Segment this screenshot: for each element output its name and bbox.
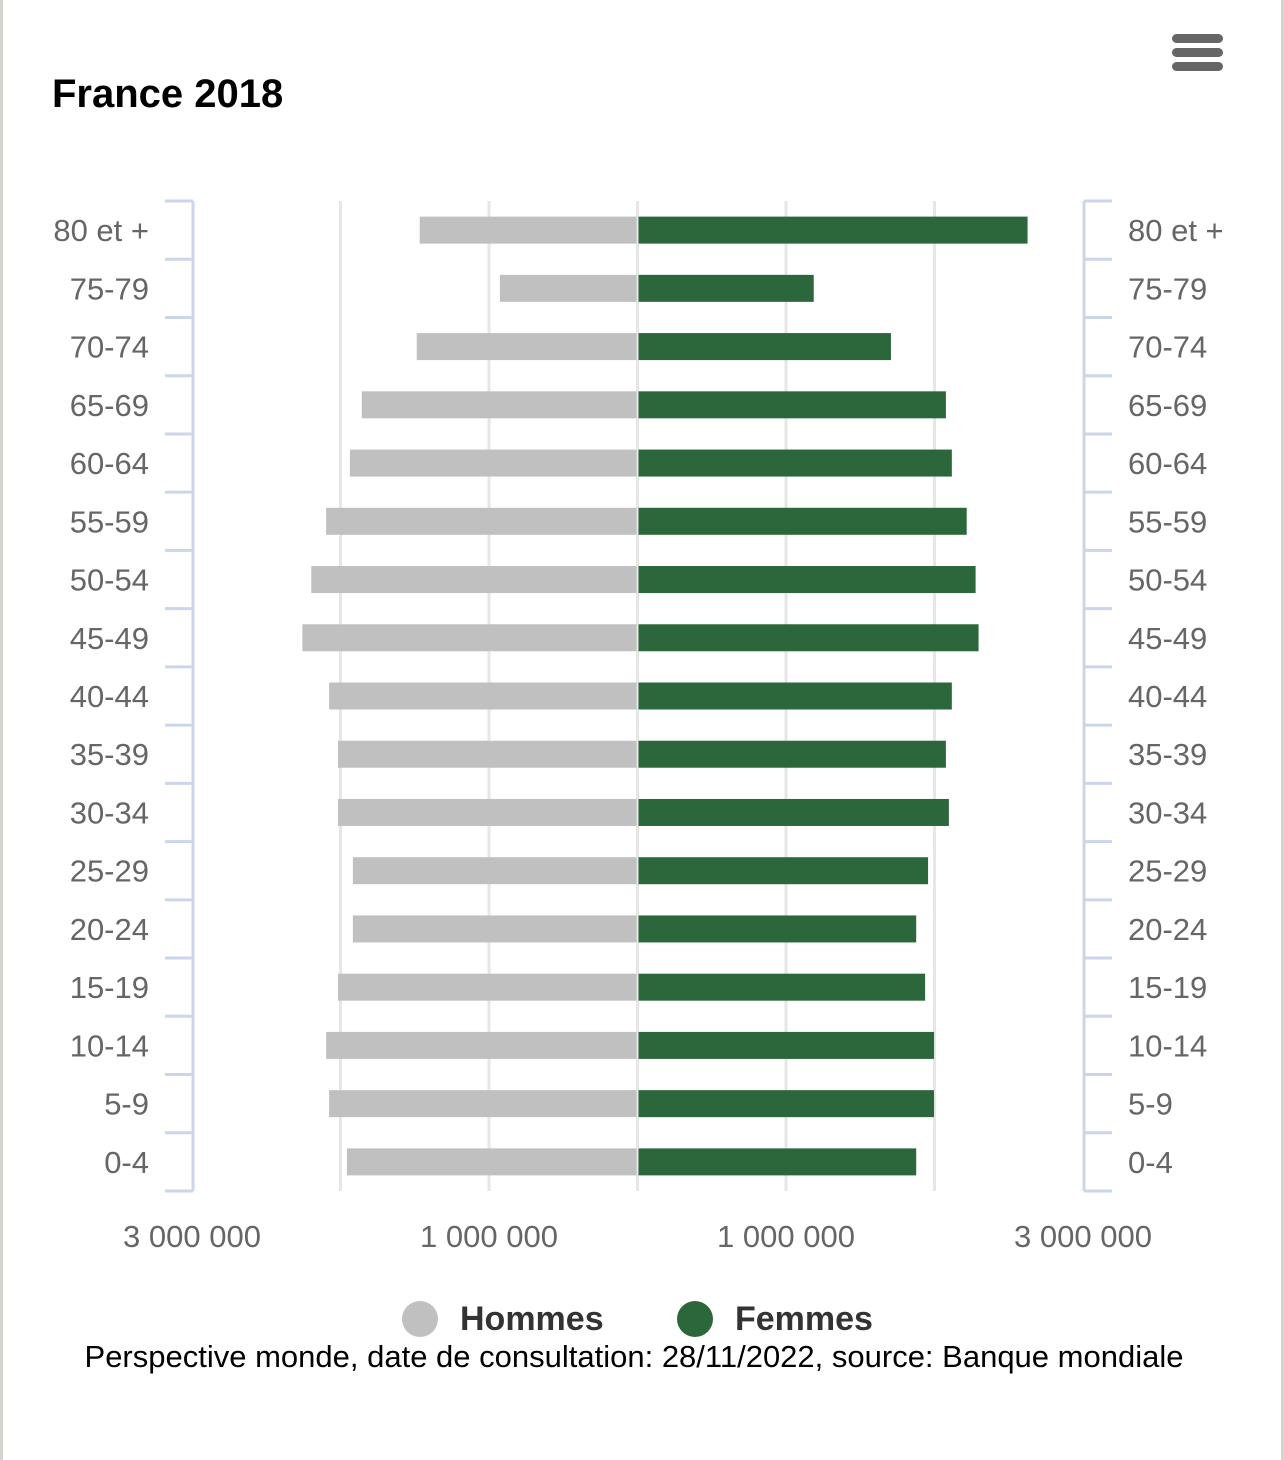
- bar-femmes-5-9: [638, 1090, 935, 1118]
- category-label-left: 35-39: [70, 737, 149, 772]
- bar-femmes-75-79: [638, 274, 814, 302]
- category-label-left: 10-14: [70, 1028, 149, 1063]
- category-label-left: 45-49: [70, 621, 149, 656]
- category-label-right: 10-14: [1128, 1028, 1207, 1063]
- category-label-right: 70-74: [1128, 330, 1207, 365]
- category-label-left: 30-34: [70, 795, 149, 830]
- x-tick-label: 1 000 000: [717, 1219, 855, 1254]
- legend-item-hommes[interactable]: Hommes: [402, 1296, 604, 1342]
- category-label-left: 15-19: [70, 970, 149, 1005]
- bar-hommes-5-9: [329, 1090, 637, 1118]
- legend-label-hommes: Hommes: [460, 1299, 604, 1338]
- category-label-left: 55-59: [70, 504, 149, 539]
- axes: [165, 199, 1112, 1193]
- bars: [302, 216, 1028, 1176]
- axis-labels: 80 et + 80 et + 75-79 75-79 70-74 70-74 65-69 6…: [53, 213, 1223, 1254]
- bar-hommes-80-et-: [419, 216, 637, 244]
- bar-femmes-55-59: [638, 507, 967, 535]
- category-label-right: 65-69: [1128, 388, 1207, 423]
- chart-menu-button[interactable]: [1168, 28, 1228, 78]
- hamburger-menu-icon-bar: [1172, 62, 1223, 71]
- bar-hommes-50-54: [311, 566, 637, 594]
- legend: Hommes Femmes: [0, 1296, 1284, 1342]
- bar-hommes-70-74: [416, 333, 637, 361]
- bar-hommes-75-79: [499, 274, 637, 302]
- bar-femmes-10-14: [638, 1031, 935, 1059]
- legend-marker-hommes: [402, 1301, 438, 1337]
- bar-femmes-65-69: [638, 391, 946, 419]
- frame-border-left: [0, 0, 3, 1460]
- category-label-left: 75-79: [70, 271, 149, 306]
- population-pyramid-chart: 80 et + 80 et + 75-79 75-79 70-74 70-74 65-69 6…: [53, 199, 1224, 1254]
- hamburger-menu-icon-bar: [1172, 48, 1223, 57]
- bar-hommes-40-44: [329, 682, 637, 710]
- bar-hommes-65-69: [361, 391, 637, 419]
- category-label-right: 40-44: [1128, 679, 1207, 714]
- bar-hommes-0-4: [346, 1148, 637, 1176]
- bar-hommes-45-49: [302, 624, 637, 652]
- category-label-left: 25-29: [70, 854, 149, 889]
- bar-femmes-60-64: [638, 449, 952, 477]
- x-tick-label: 1 000 000: [420, 1219, 558, 1254]
- bar-femmes-45-49: [638, 624, 979, 652]
- category-label-right: 50-54: [1128, 563, 1207, 598]
- bar-hommes-35-39: [338, 740, 637, 768]
- category-label-left: 40-44: [70, 679, 149, 714]
- bar-femmes-0-4: [638, 1148, 917, 1176]
- bar-hommes-60-64: [349, 449, 637, 477]
- frame-border-right: [1281, 0, 1284, 1460]
- bar-hommes-55-59: [326, 507, 637, 535]
- category-label-left: 70-74: [70, 330, 149, 365]
- bar-femmes-80-et-: [638, 216, 1028, 244]
- legend-marker-femmes: [677, 1301, 713, 1337]
- bar-hommes-20-24: [352, 915, 637, 943]
- bar-femmes-30-34: [638, 798, 949, 826]
- category-label-left: 0-4: [104, 1145, 149, 1180]
- bar-hommes-30-34: [338, 798, 637, 826]
- category-label-left: 80 et +: [53, 213, 149, 248]
- category-label-right: 45-49: [1128, 621, 1207, 656]
- category-label-left: 20-24: [70, 912, 149, 947]
- hamburger-menu-icon: [1172, 34, 1223, 43]
- chart-credits: Perspective monde, date de consultation:…: [84, 1339, 1184, 1374]
- bar-femmes-50-54: [638, 566, 976, 594]
- legend-item-femmes[interactable]: Femmes: [677, 1296, 873, 1342]
- category-label-right: 15-19: [1128, 970, 1207, 1005]
- category-label-right: 80 et +: [1128, 213, 1224, 248]
- category-label-right: 25-29: [1128, 854, 1207, 889]
- category-label-right: 35-39: [1128, 737, 1207, 772]
- category-label-left: 60-64: [70, 446, 149, 481]
- bar-femmes-15-19: [638, 973, 926, 1001]
- category-label-right: 5-9: [1128, 1087, 1173, 1122]
- bar-femmes-70-74: [638, 333, 891, 361]
- x-tick-label: 3 000 000: [123, 1219, 261, 1254]
- category-label-left: 5-9: [104, 1087, 149, 1122]
- bar-hommes-15-19: [338, 973, 637, 1001]
- category-label-right: 60-64: [1128, 446, 1207, 481]
- category-label-right: 0-4: [1128, 1145, 1173, 1180]
- category-label-right: 75-79: [1128, 271, 1207, 306]
- chart-title: France 2018: [52, 72, 284, 116]
- bar-hommes-25-29: [352, 857, 637, 885]
- bar-hommes-10-14: [326, 1031, 637, 1059]
- category-label-left: 65-69: [70, 388, 149, 423]
- bar-femmes-20-24: [638, 915, 917, 943]
- legend-label-femmes: Femmes: [735, 1299, 873, 1338]
- x-tick-label: 3 000 000: [1014, 1219, 1152, 1254]
- category-label-right: 30-34: [1128, 795, 1207, 830]
- bar-femmes-35-39: [638, 740, 946, 768]
- bar-femmes-25-29: [638, 857, 929, 885]
- category-label-left: 50-54: [70, 563, 149, 598]
- bar-femmes-40-44: [638, 682, 952, 710]
- category-label-right: 20-24: [1128, 912, 1207, 947]
- category-label-right: 55-59: [1128, 504, 1207, 539]
